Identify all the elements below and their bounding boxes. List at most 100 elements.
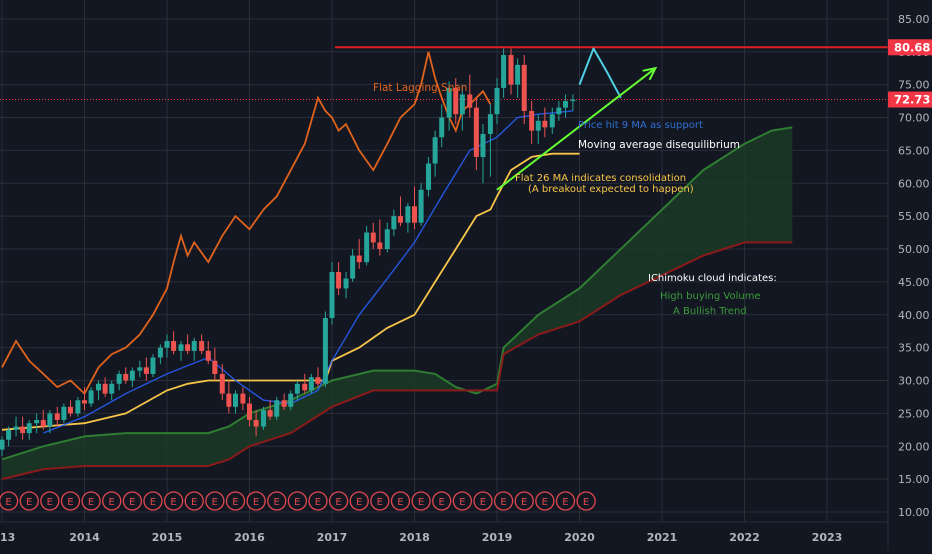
candle-body bbox=[109, 383, 115, 394]
y-tick-label: 20.00 bbox=[898, 440, 930, 453]
earnings-marker-label: E bbox=[129, 497, 135, 508]
earnings-marker-circle bbox=[473, 491, 493, 511]
earnings-marker-label: E bbox=[47, 497, 53, 508]
candle bbox=[253, 410, 259, 437]
earnings-marker-label: E bbox=[67, 497, 73, 508]
candle bbox=[6, 426, 12, 447]
candle bbox=[116, 370, 122, 391]
earnings-marker-label: E bbox=[377, 497, 383, 508]
candle-body bbox=[185, 344, 191, 351]
candle bbox=[219, 364, 225, 401]
candle-body bbox=[315, 377, 321, 384]
candle bbox=[350, 249, 356, 282]
earnings-marker-circle bbox=[432, 491, 452, 511]
earnings-marker-circle bbox=[225, 491, 246, 511]
candle-body bbox=[432, 137, 438, 164]
candle bbox=[322, 311, 328, 388]
earnings-marker: E bbox=[81, 491, 101, 511]
earnings-marker: E bbox=[555, 491, 576, 511]
candle-body bbox=[501, 55, 507, 88]
earnings-marker: E bbox=[143, 491, 163, 511]
candle bbox=[54, 406, 60, 427]
earnings-marker-label: E bbox=[583, 497, 589, 508]
y-tick-label: 70.00 bbox=[898, 112, 930, 125]
earnings-marker: E bbox=[60, 491, 81, 511]
candle bbox=[446, 81, 452, 131]
candle-body bbox=[88, 390, 94, 404]
earnings-marker-circle bbox=[328, 491, 349, 511]
y-tick-label: 25.00 bbox=[898, 407, 930, 420]
ma9-line bbox=[43, 110, 573, 434]
candle-body bbox=[219, 373, 225, 394]
candle bbox=[67, 400, 73, 417]
earnings-marker-label: E bbox=[418, 497, 424, 508]
candle bbox=[459, 84, 465, 131]
candle bbox=[247, 396, 252, 427]
candle bbox=[535, 114, 541, 144]
earnings-marker-circle bbox=[122, 491, 143, 511]
earnings-marker-label: E bbox=[459, 497, 465, 508]
candle-body bbox=[412, 206, 417, 223]
earnings-marker-label: E bbox=[500, 497, 506, 508]
candle bbox=[212, 347, 218, 381]
candle-body bbox=[157, 347, 163, 358]
candle-body bbox=[329, 272, 335, 319]
annotations-layer: Flat Lagging Span Price hit 9 MA as supp… bbox=[373, 82, 777, 317]
annotation-lagging-span: Flat Lagging Span bbox=[373, 82, 467, 94]
earnings-marker-label: E bbox=[294, 497, 300, 508]
candle-body bbox=[205, 350, 211, 361]
earnings-marker: E bbox=[102, 491, 122, 511]
earnings-marker: E bbox=[370, 491, 390, 511]
candle-body bbox=[426, 163, 432, 190]
earnings-marker-label: E bbox=[5, 497, 11, 508]
candle bbox=[150, 354, 156, 378]
earnings-marker: E bbox=[535, 491, 555, 511]
candle bbox=[521, 55, 527, 125]
candle bbox=[47, 410, 53, 434]
candle-body bbox=[459, 94, 465, 115]
candle-body bbox=[397, 216, 403, 223]
annotation-flat26-line2: (A breakout expected to happen) bbox=[528, 184, 694, 195]
candle-body bbox=[232, 393, 238, 407]
candle bbox=[370, 222, 376, 249]
annotation-cloud-line2: A Bullish Trend bbox=[673, 306, 747, 317]
candle-body bbox=[116, 373, 122, 384]
candle-body bbox=[446, 87, 452, 118]
candle-body bbox=[535, 120, 541, 131]
candle-body bbox=[556, 107, 562, 115]
annotation-flat26-line1: Flat 26 MA indicates consolidation bbox=[515, 173, 686, 184]
candle bbox=[102, 377, 108, 397]
candle bbox=[96, 380, 102, 401]
earnings-marker-circle bbox=[0, 491, 19, 511]
candle-body bbox=[439, 117, 445, 138]
earnings-marker-label: E bbox=[232, 497, 238, 508]
cloud-fill bbox=[2, 127, 793, 480]
candle bbox=[432, 130, 438, 177]
price-label: 72.73 bbox=[888, 91, 932, 108]
earnings-marker-label: E bbox=[542, 497, 548, 508]
candle-body bbox=[467, 94, 473, 108]
candle bbox=[467, 74, 473, 118]
candle-body bbox=[61, 406, 67, 420]
x-tick-label: 2019 bbox=[482, 531, 513, 544]
projection-line bbox=[578, 47, 622, 99]
candle-body bbox=[480, 133, 486, 157]
candle bbox=[315, 367, 321, 388]
candle-body bbox=[343, 278, 349, 289]
candle bbox=[274, 396, 280, 420]
candle-body bbox=[137, 367, 143, 371]
candle bbox=[171, 331, 177, 355]
earnings-marker: E bbox=[287, 491, 308, 511]
earnings-marker-circle bbox=[267, 491, 287, 511]
earnings-marker-label: E bbox=[480, 497, 486, 508]
x-axis[interactable]: 13 2014 2015 2016 2017 2018 2019 2020 2021 2022 20… bbox=[0, 521, 888, 544]
earnings-marker-circle bbox=[60, 491, 81, 511]
earnings-marker-label: E bbox=[356, 497, 362, 508]
cloud-lead-a-line bbox=[1, 126, 793, 461]
candle-body bbox=[274, 400, 280, 417]
candle-body bbox=[96, 383, 102, 391]
candle-body bbox=[150, 357, 156, 374]
candle bbox=[164, 334, 170, 358]
